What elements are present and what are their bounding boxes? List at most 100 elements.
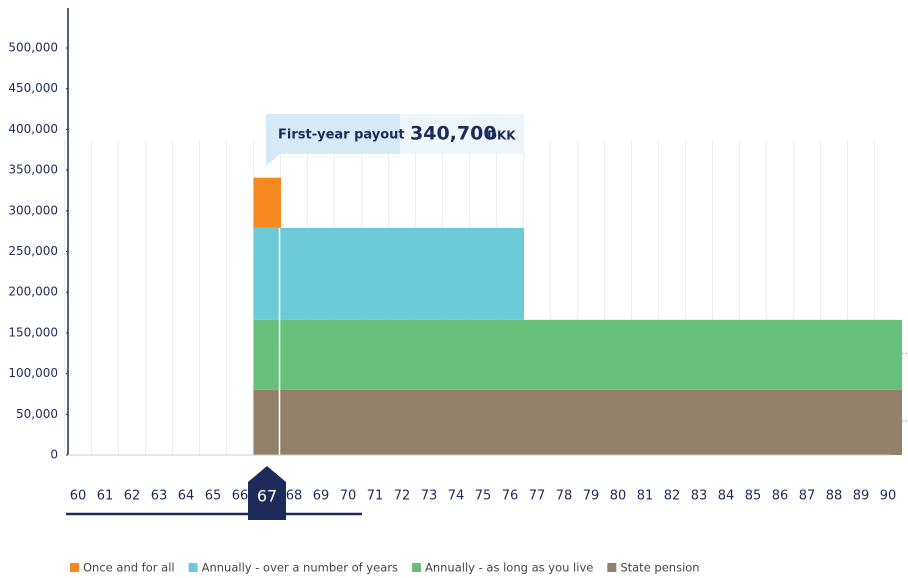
bar-segment [793,389,821,455]
bar-segment [604,389,632,455]
x-tick-label: 73 [421,489,438,504]
y-tick-label: 400,000 [8,122,58,136]
bar-segment [766,319,794,390]
legend-swatch [70,563,79,572]
x-tick-label: 88 [826,489,843,504]
bar-segment [577,319,605,390]
bar-segment [469,389,497,455]
bar-segment [631,319,659,390]
bar-segment [604,319,632,390]
y-tick-label: 150,000 [8,325,58,339]
bar-segment [739,319,767,390]
bar-segment [253,227,281,320]
x-tick-label: 75 [475,489,492,504]
bar-segment [442,227,470,320]
bar-segment [793,319,821,390]
x-tick-label: 72 [394,489,411,504]
x-tick-label: 89 [853,489,870,504]
bar-segment [334,227,362,320]
bar-segment [523,389,551,455]
continuation: ... [898,413,908,424]
bar-segment [712,319,740,390]
x-tick-label: 71 [367,489,384,504]
bar-segment [280,227,308,320]
x-tick-label: 62 [124,489,141,504]
x-tick-label: 79 [583,489,600,504]
x-tick-label: 82 [664,489,681,504]
bar-segment [577,389,605,455]
x-tick-label: 86 [772,489,789,504]
x-tick-label: 74 [448,489,465,504]
legend-label: Annually - over a number of years [202,561,398,575]
bar-segment [874,389,902,455]
legend-label: Annually - as long as you live [425,561,593,575]
bar-segment [388,389,416,455]
bar-segment [658,389,686,455]
y-tick-label: 0 [50,448,58,462]
tooltip-label: First-year payout [278,128,405,143]
bar-segment [496,389,524,455]
x-tick-label: 83 [691,489,708,504]
y-tick-label: 50,000 [16,407,58,421]
bar-segment [361,319,389,390]
bar-segment [523,319,551,390]
bar-segment [388,227,416,320]
legend-swatch [188,563,198,572]
bar-segment [307,389,335,455]
x-tick-label: 68 [286,489,303,504]
legend-label: State pension [620,561,699,575]
tooltip-unit: DKK [487,129,516,143]
x-tick-label: 81 [637,489,654,504]
age-marker-label: 67 [257,487,277,506]
bar-segment [280,389,308,455]
y-tick-label: 500,000 [8,41,58,55]
bar-segment [496,227,524,320]
bar-segment [334,389,362,455]
y-tick-label: 300,000 [8,203,58,217]
bar-segment [334,319,362,390]
bar-segment [766,389,794,455]
legend-swatch [411,563,421,572]
y-tick-label: 350,000 [8,163,58,177]
x-tick-label: 77 [529,489,546,504]
bar-segment [415,319,443,390]
x-tick-label: 85 [745,489,762,504]
x-tick-label: 65 [205,489,222,504]
tooltip-value-box [400,114,524,154]
x-tick-label: 90 [880,489,897,504]
x-tick-label: 61 [97,489,114,504]
bar-segment [685,389,713,455]
y-tick-label: 100,000 [8,366,58,380]
y-tick-label: 450,000 [8,81,58,95]
bar-segment [253,319,281,390]
tooltip: First-year payout 340,700 DKK [266,114,524,166]
y-tick-label: 250,000 [8,244,58,258]
x-tick-label: 70 [340,489,357,504]
bar-segment [253,177,281,228]
continuation: ... [898,346,908,357]
bar-segment [469,227,497,320]
bar-segment [550,389,578,455]
bar-segment [685,319,713,390]
x-tick-label: 84 [718,489,735,504]
y-tick-label: 200,000 [8,285,58,299]
legend-label: Once and for all [83,561,175,575]
bar-segment [442,319,470,390]
x-tick-label: 87 [799,489,816,504]
bar-segment [550,319,578,390]
bar-segment [280,319,308,390]
tooltip-pointer [266,154,280,166]
tooltip-value: 340,700 [410,123,497,145]
bar-segment [820,389,848,455]
tooltip-label-box [266,114,400,154]
x-tick-label: 63 [151,489,168,504]
bar-segment [307,227,335,320]
bar-segment [712,389,740,455]
bar-segment [361,227,389,320]
x-tick-label: 69 [313,489,330,504]
bar-segment [820,319,848,390]
bar-segment [415,227,443,320]
bar-segment [469,319,497,390]
x-tick-label: 78 [556,489,573,504]
